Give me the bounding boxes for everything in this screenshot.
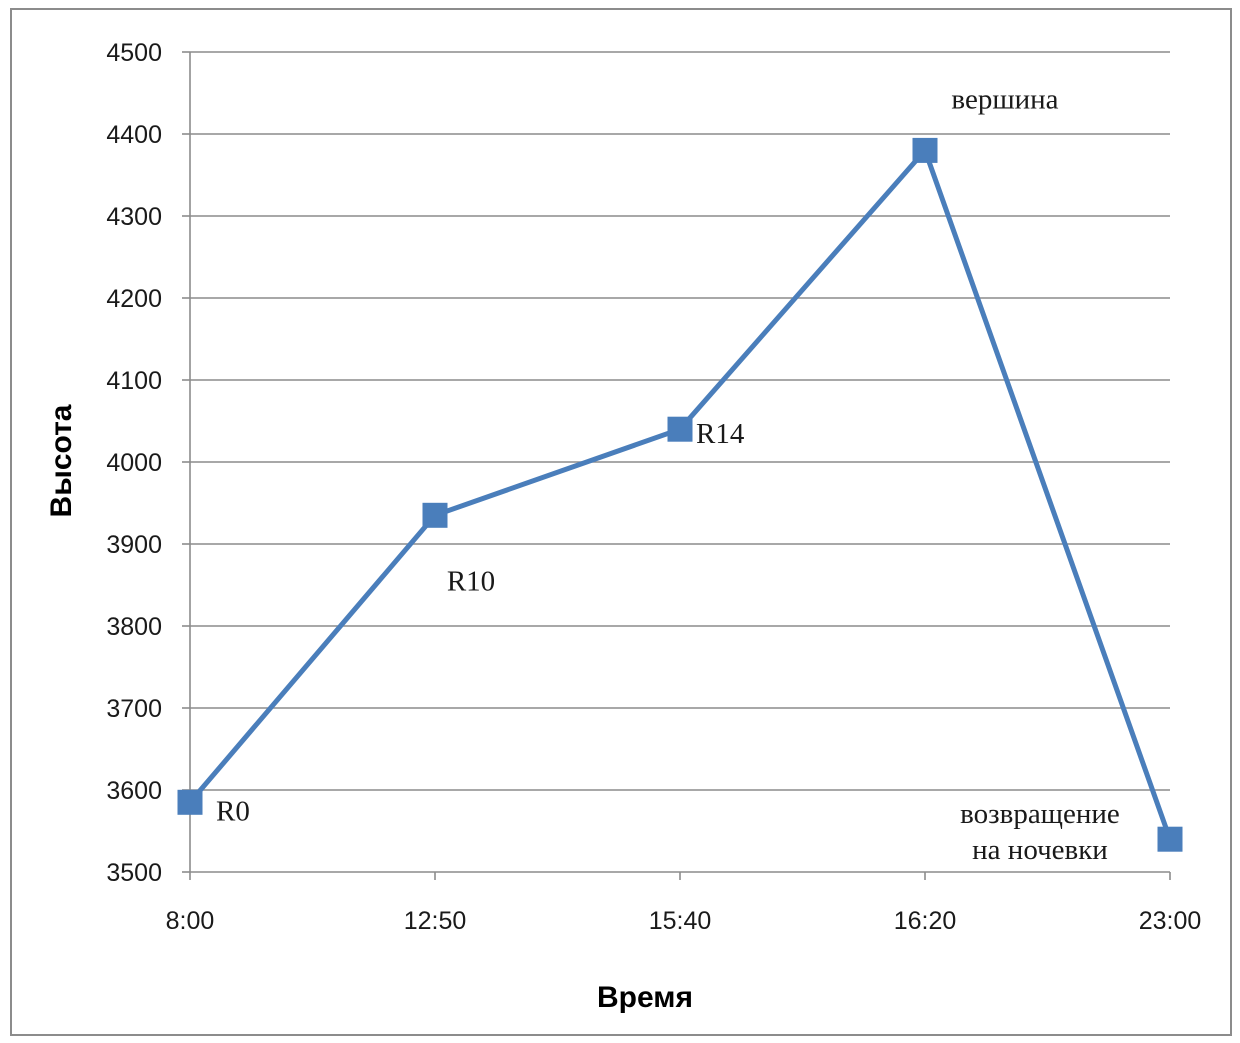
data-point-marker xyxy=(912,137,938,163)
point-annotation: вершина xyxy=(951,83,1058,115)
axes xyxy=(182,51,1171,880)
y-tick-label: 4100 xyxy=(106,367,162,395)
y-tick-label: 3600 xyxy=(106,777,162,805)
data-point-marker xyxy=(177,789,203,815)
point-annotation: R10 xyxy=(447,565,495,597)
y-tick-label: 4200 xyxy=(106,285,162,313)
data-point-marker xyxy=(422,502,448,528)
x-tick-label: 23:00 xyxy=(1139,907,1202,935)
point-annotation: R0 xyxy=(216,795,250,827)
point-annotation: R14 xyxy=(696,418,745,450)
x-tick-label: 12:50 xyxy=(404,907,467,935)
data-point-marker xyxy=(667,416,693,442)
x-tick-label: 8:00 xyxy=(166,907,215,935)
data-point-marker xyxy=(1157,826,1183,852)
point-annotation: на ночевки xyxy=(972,834,1108,866)
point-annotation: возвращение xyxy=(960,798,1120,830)
x-tick-labels: 8:00 12:50 15:40 16:20 23:00 xyxy=(166,907,1202,935)
y-tick-label: 3500 xyxy=(106,859,162,887)
series-markers xyxy=(177,137,1183,852)
x-tick-label: 15:40 xyxy=(649,907,712,935)
point-annotations: R0 R10 R14 вершина возвращение на ночевки xyxy=(216,83,1120,866)
y-tick-label: 4000 xyxy=(106,449,162,477)
y-axis-title: Высота xyxy=(45,404,78,517)
series-line xyxy=(188,145,1173,841)
y-tick-label: 4500 xyxy=(106,39,162,67)
y-tick-label: 4300 xyxy=(106,203,162,231)
y-tick-labels: 3500 3600 3700 3800 3900 4000 4100 4200 4300 4400… xyxy=(106,39,162,887)
chart-frame xyxy=(10,8,1232,1036)
y-tick-label: 3700 xyxy=(106,695,162,723)
x-axis-title: Время xyxy=(597,981,693,1014)
x-tick-label: 16:20 xyxy=(894,907,957,935)
y-tick-label: 4400 xyxy=(106,121,162,149)
y-tick-label: 3900 xyxy=(106,531,162,559)
series-polyline xyxy=(188,145,1173,841)
y-tick-label: 3800 xyxy=(106,613,162,641)
